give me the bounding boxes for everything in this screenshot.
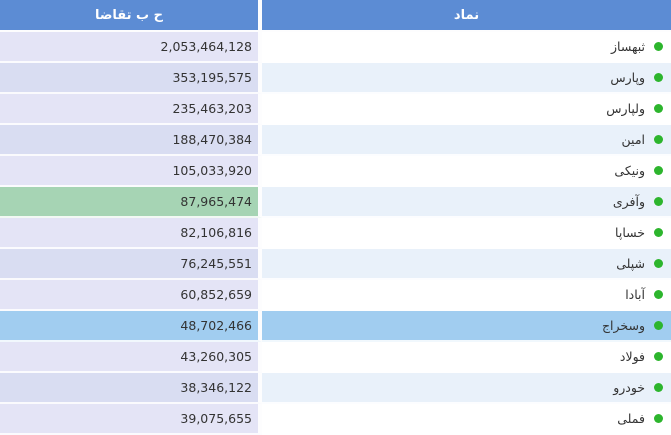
status-dot-icon [654, 104, 663, 113]
table-row[interactable]: وآفری 87,965,474 [0, 187, 671, 218]
demand-value: 48,702,466 [180, 318, 252, 333]
symbol-label[interactable]: فولاد [619, 349, 646, 364]
column-header-demand[interactable]: ح ب تقاضا [0, 0, 262, 32]
table-row[interactable]: ولپارس 235,463,203 [0, 94, 671, 125]
symbol-cell[interactable]: وپارس [262, 63, 671, 94]
symbol-cell[interactable]: امین [262, 125, 671, 156]
demand-cell: 353,195,575 [0, 63, 262, 94]
symbol-label[interactable]: ثبهساز [611, 39, 646, 54]
demand-cell: 38,346,122 [0, 373, 262, 404]
table-row[interactable]: ونیکی 105,033,920 [0, 156, 671, 187]
table-row[interactable]: ثبهساز 2,053,464,128 [0, 32, 671, 63]
demand-cell: 60,852,659 [0, 280, 262, 311]
symbol-cell[interactable]: خودرو [262, 373, 671, 404]
demand-value: 235,463,203 [172, 101, 252, 116]
table-row[interactable]: خساپا 82,106,816 [0, 218, 671, 249]
symbol-cell[interactable]: شپلی [262, 249, 671, 280]
table-row[interactable]: امین 188,470,384 [0, 125, 671, 156]
status-dot-icon [654, 414, 663, 423]
symbol-cell[interactable]: وآفری [262, 187, 671, 218]
symbol-cell[interactable]: ونیکی [262, 156, 671, 187]
demand-value: 76,245,551 [180, 256, 252, 271]
demand-value: 105,033,920 [172, 163, 252, 178]
table-row[interactable]: فملی 39,075,655 [0, 404, 671, 435]
symbol-label[interactable]: ونیکی [614, 163, 646, 178]
symbol-label[interactable]: ولپارس [606, 101, 646, 116]
demand-value: 353,195,575 [172, 70, 252, 85]
symbol-cell[interactable]: فملی [262, 404, 671, 435]
demand-value: 38,346,122 [180, 380, 252, 395]
demand-cell: 2,053,464,128 [0, 32, 262, 63]
demand-cell: 76,245,551 [0, 249, 262, 280]
demand-cell: 43,260,305 [0, 342, 262, 373]
symbol-label[interactable]: وآفری [612, 194, 646, 209]
demand-value: 60,852,659 [180, 287, 252, 302]
demand-value: 82,106,816 [180, 225, 252, 240]
symbol-label[interactable]: آبادا [625, 287, 646, 302]
symbol-cell[interactable]: خساپا [262, 218, 671, 249]
symbol-cell[interactable]: وسخراج [262, 311, 671, 342]
status-dot-icon [654, 197, 663, 206]
symbol-label[interactable]: شپلی [616, 256, 646, 271]
demand-cell: 235,463,203 [0, 94, 262, 125]
status-dot-icon [654, 321, 663, 330]
symbol-label[interactable]: وپارس [610, 70, 646, 85]
status-dot-icon [654, 135, 663, 144]
symbol-label[interactable]: خودرو [613, 380, 646, 395]
table-body: ثبهساز 2,053,464,128 وپارس 353,195,575 و… [0, 32, 671, 435]
demand-cell: 105,033,920 [0, 156, 262, 187]
table-row[interactable]: آبادا 60,852,659 [0, 280, 671, 311]
table-row[interactable]: شپلی 76,245,551 [0, 249, 671, 280]
demand-cell: 188,470,384 [0, 125, 262, 156]
symbol-label[interactable]: فملی [617, 411, 646, 426]
symbol-cell[interactable]: ثبهساز [262, 32, 671, 63]
table-row[interactable]: فولاد 43,260,305 [0, 342, 671, 373]
symbol-label[interactable]: خساپا [615, 225, 646, 240]
column-header-symbol[interactable]: نماد [262, 0, 671, 32]
symbol-label[interactable]: وسخراج [601, 318, 646, 333]
table-row[interactable]: وپارس 353,195,575 [0, 63, 671, 94]
status-dot-icon [654, 290, 663, 299]
status-dot-icon [654, 42, 663, 51]
table-header: نماد ح ب تقاضا [0, 0, 671, 32]
status-dot-icon [654, 383, 663, 392]
symbol-cell[interactable]: ولپارس [262, 94, 671, 125]
status-dot-icon [654, 352, 663, 361]
status-dot-icon [654, 166, 663, 175]
demand-value: 43,260,305 [180, 349, 252, 364]
demand-cell: 87,965,474 [0, 187, 262, 218]
demand-cell: 48,702,466 [0, 311, 262, 342]
symbol-cell[interactable]: فولاد [262, 342, 671, 373]
demand-value: 39,075,655 [180, 411, 252, 426]
demand-value: 87,965,474 [180, 194, 252, 209]
demand-value: 2,053,464,128 [160, 39, 252, 54]
symbol-label[interactable]: امین [621, 132, 646, 147]
demand-value: 188,470,384 [172, 132, 252, 147]
demand-cell: 39,075,655 [0, 404, 262, 435]
status-dot-icon [654, 259, 663, 268]
demand-cell: 82,106,816 [0, 218, 262, 249]
table-row[interactable]: خودرو 38,346,122 [0, 373, 671, 404]
status-dot-icon [654, 228, 663, 237]
table-row[interactable]: وسخراج 48,702,466 [0, 311, 671, 342]
status-dot-icon [654, 73, 663, 82]
symbol-cell[interactable]: آبادا [262, 280, 671, 311]
